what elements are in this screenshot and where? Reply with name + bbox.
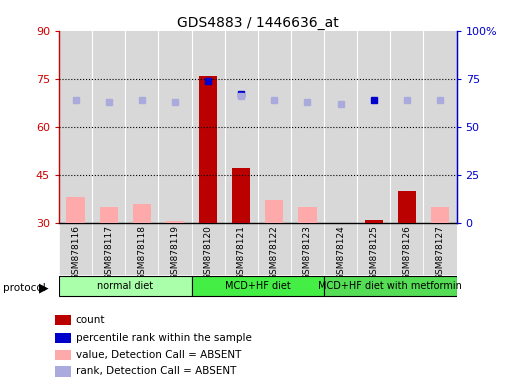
Text: normal diet: normal diet	[97, 281, 153, 291]
Text: GSM878124: GSM878124	[336, 225, 345, 280]
Bar	[191, 31, 225, 223]
Text: GSM878119: GSM878119	[170, 225, 180, 280]
Bar	[199, 76, 217, 223]
Text: value, Detection Call = ABSENT: value, Detection Call = ABSENT	[75, 349, 241, 360]
Text: protocol: protocol	[3, 283, 45, 293]
Bar	[365, 220, 383, 223]
Bar	[357, 31, 390, 223]
Bar	[55, 349, 71, 360]
Text: ▶: ▶	[38, 281, 48, 295]
Text: GSM878116: GSM878116	[71, 225, 80, 280]
Text: GSM878122: GSM878122	[270, 225, 279, 280]
Bar	[125, 223, 159, 275]
Bar	[324, 276, 457, 296]
Bar	[92, 31, 125, 223]
Bar	[92, 223, 125, 275]
Bar	[100, 207, 118, 223]
Bar	[159, 223, 191, 275]
Bar	[191, 276, 324, 296]
Bar	[166, 221, 184, 223]
Bar	[67, 197, 85, 223]
Bar	[55, 333, 71, 343]
Bar	[191, 223, 225, 275]
Text: MCD+HF diet with metformin: MCD+HF diet with metformin	[319, 281, 462, 291]
Bar	[431, 207, 449, 223]
Text: GSM878127: GSM878127	[436, 225, 444, 280]
Text: count: count	[75, 315, 105, 325]
Bar	[423, 31, 457, 223]
Bar	[59, 31, 92, 223]
Bar	[324, 31, 357, 223]
Text: rank, Detection Call = ABSENT: rank, Detection Call = ABSENT	[75, 366, 236, 376]
Bar	[225, 31, 258, 223]
Bar	[125, 31, 159, 223]
Text: GSM878117: GSM878117	[104, 225, 113, 280]
Text: GSM878125: GSM878125	[369, 225, 378, 280]
Bar	[291, 31, 324, 223]
Text: GSM878118: GSM878118	[137, 225, 146, 280]
Bar	[398, 191, 416, 223]
Bar	[324, 223, 357, 275]
Text: GSM878120: GSM878120	[204, 225, 212, 280]
Bar	[299, 207, 317, 223]
Bar	[59, 276, 191, 296]
Bar	[423, 223, 457, 275]
Bar	[357, 223, 390, 275]
Bar	[258, 223, 291, 275]
Text: MCD+HF diet: MCD+HF diet	[225, 281, 291, 291]
Bar	[291, 223, 324, 275]
Bar	[265, 200, 284, 223]
Bar	[159, 31, 191, 223]
Bar	[133, 204, 151, 223]
Bar	[55, 315, 71, 326]
Bar	[225, 223, 258, 275]
Text: GSM878121: GSM878121	[236, 225, 246, 280]
Bar	[258, 31, 291, 223]
Bar	[390, 223, 423, 275]
Text: GSM878126: GSM878126	[402, 225, 411, 280]
Bar	[59, 223, 92, 275]
Title: GDS4883 / 1446636_at: GDS4883 / 1446636_at	[177, 16, 339, 30]
Bar	[390, 31, 423, 223]
Bar	[55, 366, 71, 376]
Text: percentile rank within the sample: percentile rank within the sample	[75, 333, 251, 343]
Bar	[232, 168, 250, 223]
Text: GSM878123: GSM878123	[303, 225, 312, 280]
